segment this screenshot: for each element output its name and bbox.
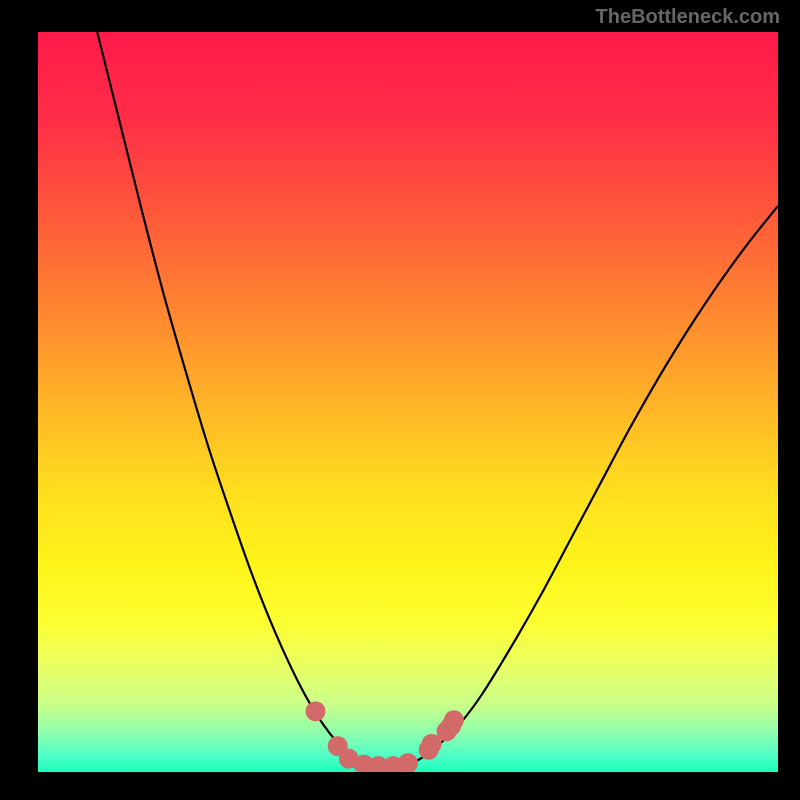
marker-point	[444, 710, 464, 730]
marker-group	[306, 701, 464, 772]
plot-area	[38, 32, 778, 772]
chart-canvas: TheBottleneck.com	[0, 0, 800, 800]
marker-point	[398, 753, 418, 772]
bottleneck-curve-path	[97, 32, 778, 768]
watermark-text: TheBottleneck.com	[596, 6, 780, 29]
marker-point	[306, 701, 326, 721]
bottleneck-curve-svg	[38, 32, 778, 772]
